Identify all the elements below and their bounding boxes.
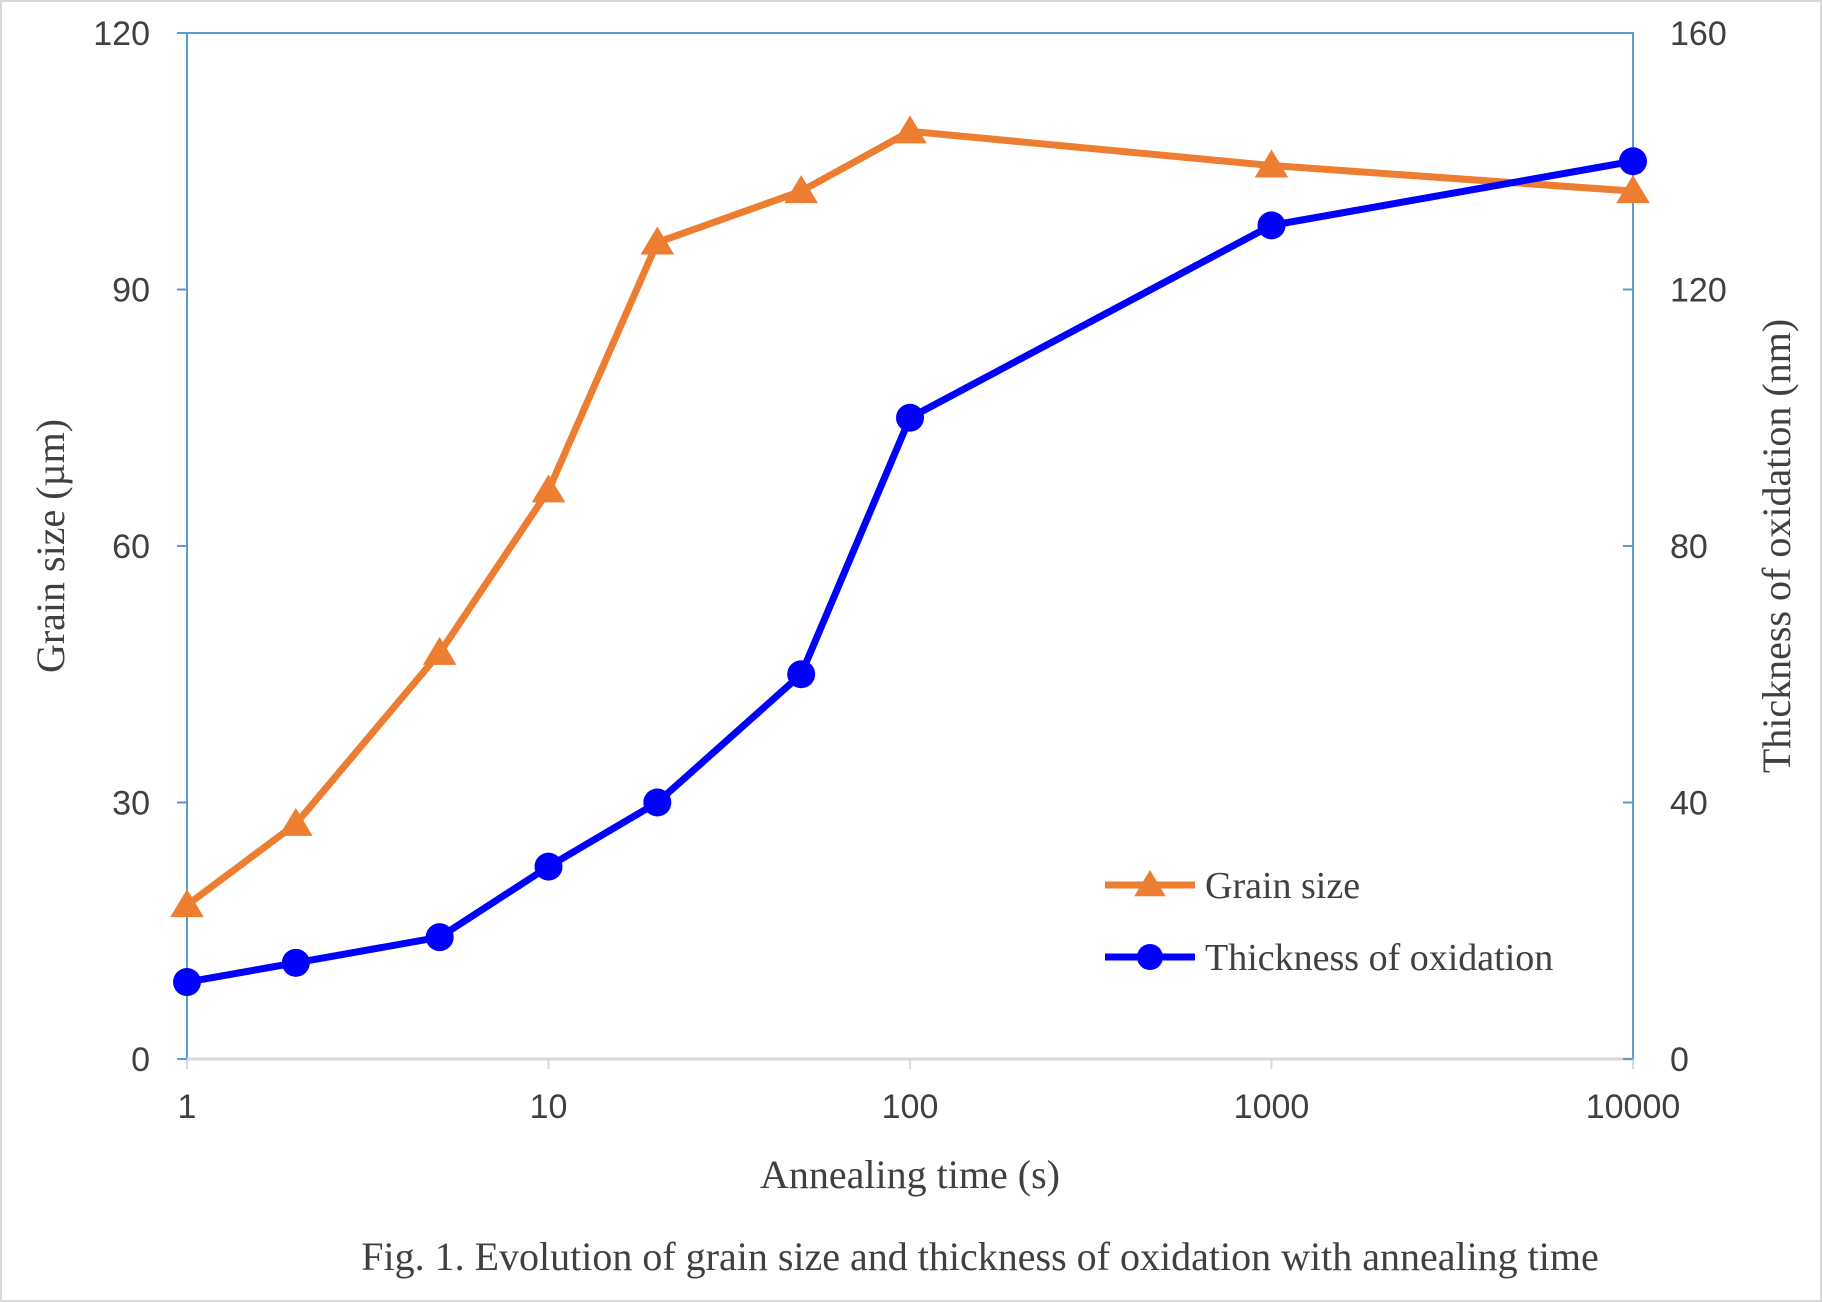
x-tick-label: 100 [882, 1088, 939, 1126]
right-y-tick-label: 80 [1670, 528, 1708, 566]
x-tick-label: 10 [530, 1088, 568, 1126]
figure-caption: Fig. 1. Evolution of grain size and thic… [361, 1234, 1599, 1279]
data-point-thickness-of-oxidation [1619, 147, 1647, 176]
legend-marker-thickness-of-oxidation [1137, 944, 1163, 970]
left-y-tick-label: 60 [112, 528, 150, 566]
right-y-tick-label: 40 [1670, 785, 1708, 823]
right-y-tick-label: 160 [1670, 15, 1727, 53]
legend-marker-grain-size [1134, 870, 1166, 897]
data-point-thickness-of-oxidation [425, 923, 454, 952]
data-point-thickness-of-oxidation [1257, 211, 1286, 240]
series-layer [170, 115, 1650, 997]
data-point-grain-size [170, 889, 204, 918]
data-point-grain-size [1254, 149, 1289, 178]
right-y-axis-ticks: 0 40 80 120 160 [1623, 15, 1727, 1079]
legend-label-grain-size: Grain size [1205, 865, 1360, 907]
data-point-grain-size [784, 175, 818, 204]
plot-area-border [186, 32, 1634, 1060]
series-line-thickness-of-oxidation [183, 157, 1637, 986]
x-tick-label: 1 [178, 1088, 197, 1126]
data-point-grain-size [531, 474, 566, 503]
right-y-tick-label: 0 [1670, 1041, 1689, 1079]
x-axis-ticks: 1 10 100 1000 10000 [178, 1059, 1681, 1126]
legend-label-thickness-of-oxidation: Thickness of oxidation [1205, 937, 1553, 979]
data-point-grain-size [1616, 175, 1650, 204]
legend: Grain size Thickness of oxidation [1105, 865, 1553, 979]
data-point-thickness-of-oxidation [281, 948, 310, 977]
x-tick-label: 10000 [1586, 1088, 1681, 1126]
series-line-grain-size [183, 127, 1637, 909]
data-point-thickness-of-oxidation [643, 788, 672, 817]
right-y-tick-label: 120 [1670, 272, 1727, 310]
left-y-tick-label: 120 [93, 15, 150, 53]
data-point-thickness-of-oxidation [787, 660, 816, 689]
left-y-axis-label: Grain size (µm) [28, 419, 73, 673]
data-point-grain-size [640, 226, 675, 255]
data-point-grain-size [279, 807, 313, 836]
left-y-axis-ticks: 0 30 60 90 120 [93, 15, 187, 1079]
left-y-tick-label: 90 [112, 272, 150, 310]
x-tick-label: 1000 [1234, 1088, 1310, 1126]
left-y-tick-label: 30 [112, 785, 150, 823]
right-y-axis-label: Thickness of oxidation (nm) [1754, 319, 1799, 773]
data-point-grain-size [893, 115, 927, 144]
data-point-grain-size [422, 636, 457, 665]
data-point-thickness-of-oxidation [173, 968, 201, 997]
data-point-thickness-of-oxidation [896, 403, 924, 432]
data-point-thickness-of-oxidation [534, 852, 563, 881]
left-y-tick-label: 0 [131, 1041, 150, 1079]
x-axis-label: Annealing time (s) [760, 1152, 1060, 1197]
